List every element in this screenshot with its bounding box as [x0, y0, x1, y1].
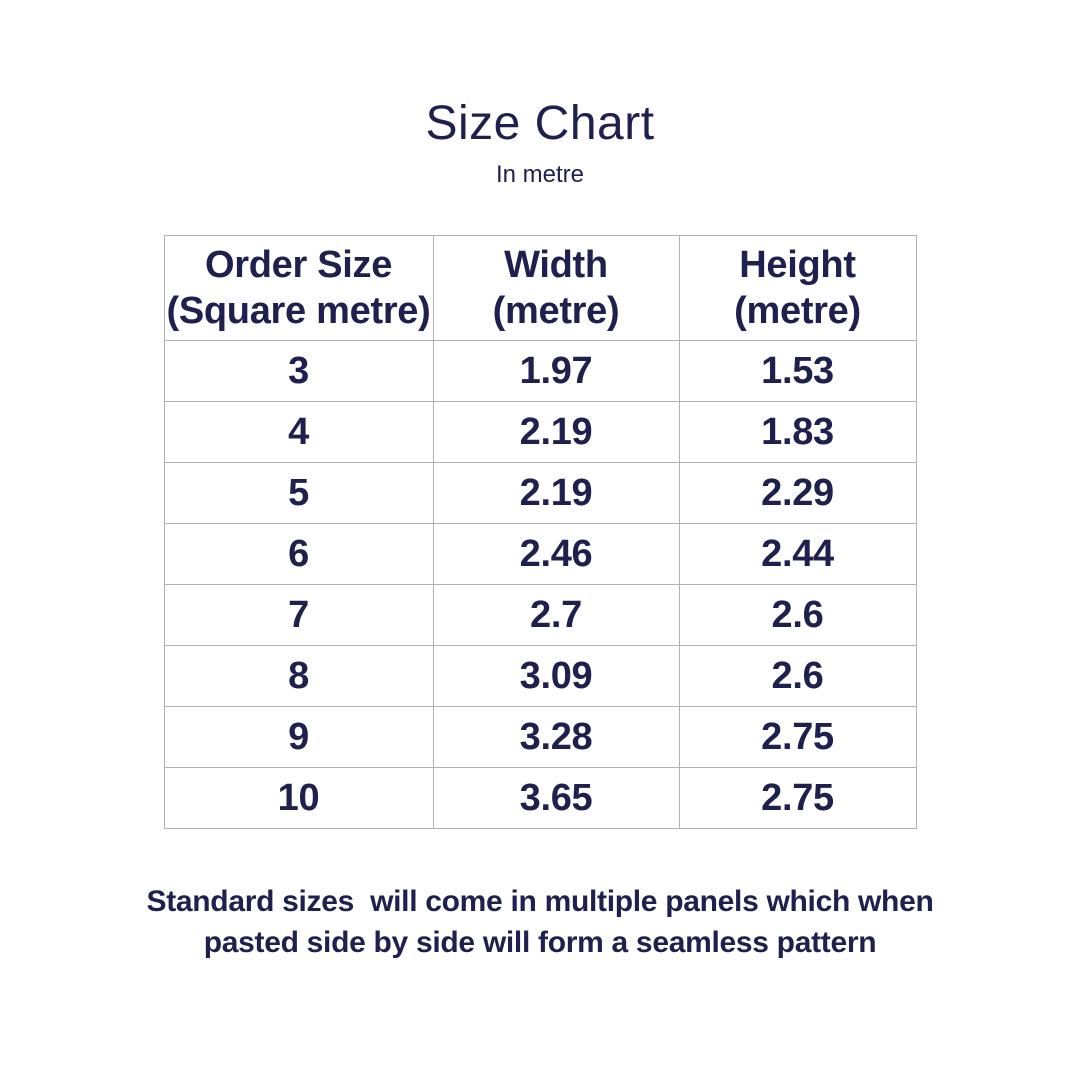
cell-width: 3.65	[432, 767, 680, 830]
table-row: 3 1.97 1.53	[163, 340, 917, 403]
cell-width: 2.46	[432, 523, 680, 586]
cell-height: 2.29	[678, 462, 917, 525]
table-row: 7 2.7 2.6	[163, 584, 917, 647]
cell-width: 3.28	[432, 706, 680, 769]
col-header-height: Height (metre)	[678, 235, 917, 342]
footer-note: Standard sizes will come in multiple pan…	[0, 881, 1080, 963]
cell-width: 2.19	[432, 462, 680, 525]
cell-order-size: 10	[163, 767, 434, 830]
cell-order-size: 9	[163, 706, 434, 769]
col-header-width: Width (metre)	[432, 235, 680, 342]
cell-height: 2.75	[678, 767, 917, 830]
cell-height: 2.75	[678, 706, 917, 769]
footer-note-line2: pasted side by side will form a seamless…	[203, 926, 877, 960]
table-row: 6 2.46 2.44	[163, 523, 917, 586]
page-subtitle: In metre	[495, 161, 585, 189]
col-header-order-size-line1: Order Size	[204, 243, 393, 286]
cell-width: 2.19	[432, 401, 680, 464]
col-header-height-line1: Height	[739, 243, 856, 286]
col-header-width-line2: (metre)	[492, 290, 620, 333]
table-header-row: Order Size (Square metre) Width (metre) …	[163, 235, 917, 342]
col-header-order-size: Order Size (Square metre)	[163, 235, 434, 342]
cell-height: 2.44	[678, 523, 917, 586]
cell-height: 2.6	[678, 645, 917, 708]
size-table: Order Size (Square metre) Width (metre) …	[163, 235, 917, 830]
cell-order-size: 4	[163, 401, 434, 464]
cell-height: 1.83	[678, 401, 917, 464]
cell-order-size: 7	[163, 584, 434, 647]
col-header-height-line2: (metre)	[734, 290, 861, 333]
table-row: 8 3.09 2.6	[163, 645, 917, 708]
table-row: 9 3.28 2.75	[163, 706, 917, 769]
cell-height: 1.53	[678, 340, 917, 403]
table-row: 10 3.65 2.75	[163, 767, 917, 830]
cell-height: 2.6	[678, 584, 917, 647]
cell-order-size: 8	[163, 645, 434, 708]
table-row: 4 2.19 1.83	[163, 401, 917, 464]
table-row: 5 2.19 2.29	[163, 462, 917, 525]
col-header-width-line1: Width	[504, 243, 608, 286]
footer-note-line1: Standard sizes will come in multiple pan…	[146, 885, 934, 919]
page-title: Size Chart	[425, 97, 655, 150]
cell-order-size: 6	[163, 523, 434, 586]
cell-order-size: 3	[163, 340, 434, 403]
cell-width: 2.7	[432, 584, 680, 647]
cell-order-size: 5	[163, 462, 434, 525]
col-header-order-size-line2: (Square metre)	[166, 290, 431, 333]
cell-width: 3.09	[432, 645, 680, 708]
cell-width: 1.97	[432, 340, 680, 403]
